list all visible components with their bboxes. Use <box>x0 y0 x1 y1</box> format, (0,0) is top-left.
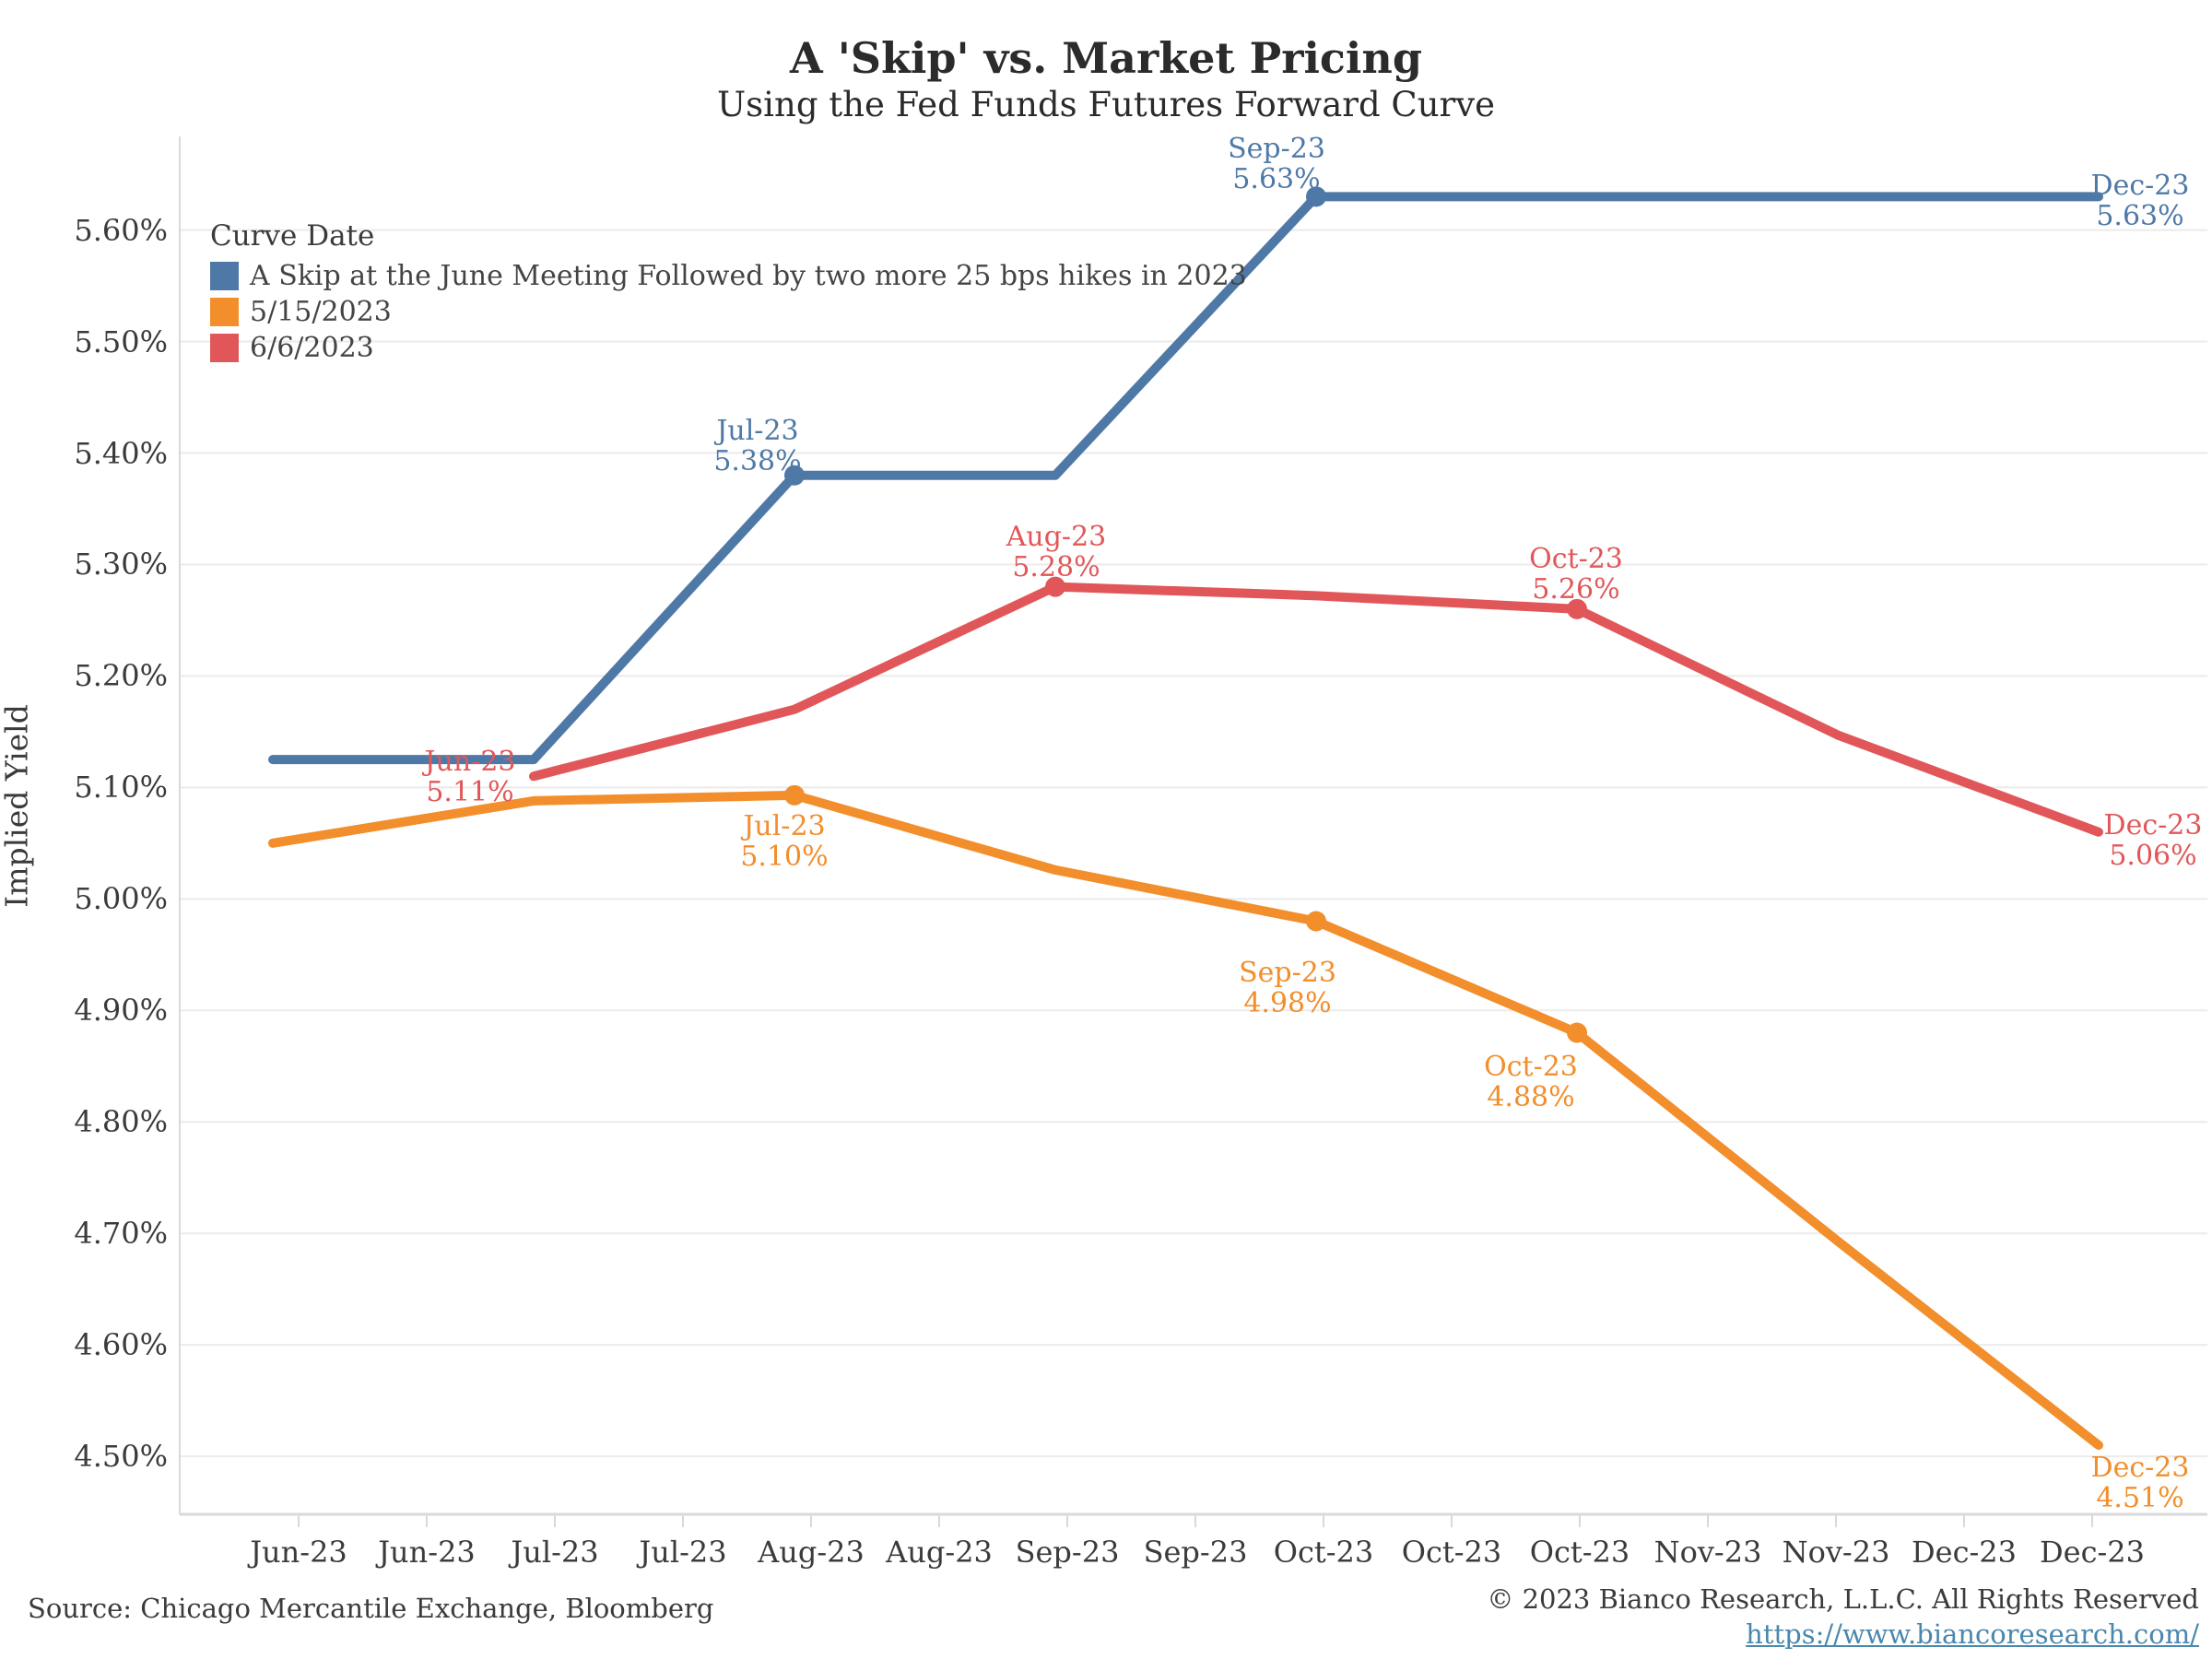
data-point-may15 <box>1306 911 1326 932</box>
x-tick-label: Sep-23 <box>1143 1535 1248 1570</box>
point-annotation-may15: Oct-23 4.88% <box>1484 1051 1578 1113</box>
point-annotation-jun6: Jun-23 5.11% <box>424 746 516 808</box>
legend-item-jun6: 6/6/2023 <box>210 330 1247 366</box>
bianco-research-link[interactable]: https://www.biancoresearch.com/ <box>1746 1618 2199 1650</box>
source-note: Source: Chicago Mercantile Exchange, Blo… <box>28 1593 714 1624</box>
data-point-jun6 <box>1567 598 1587 619</box>
y-tick-label: 4.50% <box>74 1439 168 1475</box>
point-annotation-jun6: Oct-23 5.26% <box>1529 543 1623 606</box>
legend-swatch-red <box>210 334 239 362</box>
x-tick-label: Aug-23 <box>886 1535 993 1570</box>
y-tick-label: 5.40% <box>74 435 168 471</box>
x-tick-label: Jul-23 <box>639 1535 727 1570</box>
legend-label: 6/6/2023 <box>250 332 374 364</box>
x-tick-label: Oct-23 <box>1273 1535 1374 1570</box>
legend-item-may15: 5/15/2023 <box>210 294 1247 330</box>
x-tick-label: Jun-23 <box>378 1535 476 1570</box>
point-annotation-skip: Sep-23 5.63% <box>1228 133 1325 195</box>
point-annotation-skip: Jul-23 5.38% <box>713 415 802 477</box>
x-tick-label: Nov-23 <box>1782 1535 1890 1570</box>
y-tick-label: 4.70% <box>74 1216 168 1252</box>
legend-item-skip: A Skip at the June Meeting Followed by t… <box>210 258 1247 294</box>
y-tick-label: 5.30% <box>74 547 168 582</box>
chart-title: A 'Skip' vs. Market Pricing <box>789 33 1423 83</box>
series-line-may15 <box>268 790 2103 1451</box>
x-tick-label: Jun-23 <box>250 1535 347 1570</box>
y-tick-label: 5.50% <box>74 324 168 359</box>
point-annotation-may15: Jul-23 5.10% <box>740 810 829 873</box>
data-point-may15 <box>784 784 805 806</box>
legend: Curve Date A Skip at the June Meeting Fo… <box>210 219 1247 366</box>
x-tick-label: Dec-23 <box>1911 1535 2018 1570</box>
legend-label: A Skip at the June Meeting Followed by t… <box>250 260 1247 292</box>
data-point-skip <box>1306 186 1326 207</box>
legend-swatch-orange <box>210 298 239 326</box>
data-point-skip <box>784 465 805 486</box>
point-annotation-may15: Sep-23 4.98% <box>1239 957 1336 1019</box>
x-tick-label: Sep-23 <box>1015 1535 1120 1570</box>
y-tick-label: 4.60% <box>74 1327 168 1363</box>
legend-swatch-blue <box>210 262 239 290</box>
series-line-skip <box>268 192 2103 765</box>
x-tick-label: Oct-23 <box>1529 1535 1630 1570</box>
x-tick-label: Oct-23 <box>1401 1535 1502 1570</box>
y-tick-label: 5.10% <box>74 770 168 806</box>
y-tick-label: 4.90% <box>74 993 168 1029</box>
point-annotation-skip: Dec-23 5.63% <box>2090 170 2190 232</box>
data-point-may15 <box>1567 1022 1587 1043</box>
y-tick-label: 5.20% <box>74 658 168 694</box>
legend-label: 5/15/2023 <box>250 296 392 328</box>
x-tick-label: Jul-23 <box>511 1535 599 1570</box>
point-annotation-jun6: Aug-23 5.28% <box>1006 521 1107 583</box>
chart-subtitle: Using the Fed Funds Futures Forward Curv… <box>716 85 1496 124</box>
y-tick-label: 5.00% <box>74 881 168 917</box>
data-point-jun6 <box>1045 576 1065 597</box>
x-tick-label: Aug-23 <box>758 1535 865 1570</box>
point-annotation-may15: Dec-23 4.51% <box>2090 1452 2190 1514</box>
copyright-text: © 2023 Bianco Research, L.L.C. All Right… <box>1487 1583 2199 1615</box>
x-tick-label: Dec-23 <box>2039 1535 2146 1570</box>
x-tick-label: Nov-23 <box>1653 1535 1762 1570</box>
y-tick-label: 5.60% <box>74 212 168 248</box>
point-annotation-jun6: Dec-23 5.06% <box>2103 809 2203 872</box>
series-line-jun6 <box>529 582 2103 837</box>
copyright-note: © 2023 Bianco Research, L.L.C. All Right… <box>1487 1583 2199 1650</box>
y-tick-label: 4.80% <box>74 1104 168 1140</box>
legend-title: Curve Date <box>210 219 375 253</box>
